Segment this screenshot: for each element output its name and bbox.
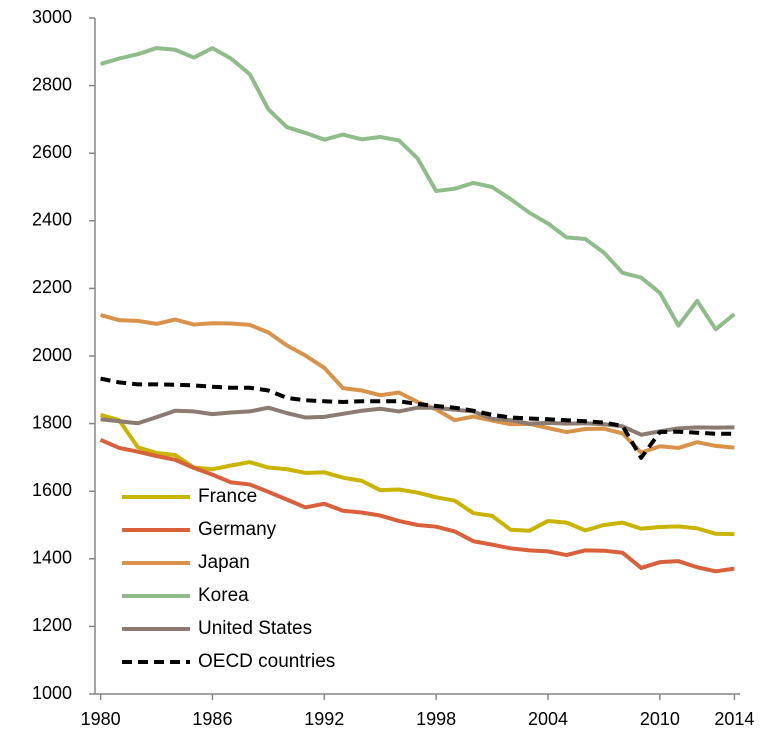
y-tick-label: 1000	[32, 683, 72, 703]
y-tick-label: 2400	[32, 210, 72, 230]
x-tick-label: 1998	[416, 709, 456, 729]
y-tick-label: 1400	[32, 548, 72, 568]
legend-label: France	[198, 486, 257, 507]
legend-label: Japan	[198, 552, 250, 573]
x-tick-label: 2010	[640, 709, 680, 729]
series-line	[100, 46, 736, 332]
x-tick-label: 1992	[304, 709, 344, 729]
y-tick-label: 2600	[32, 142, 72, 162]
y-tick-label: 2000	[32, 345, 72, 365]
y-tick-label: 3000	[32, 7, 72, 27]
legend-label: OECD countries	[198, 651, 335, 672]
y-tick-label: 1800	[32, 412, 72, 432]
y-tick-label: 1200	[32, 615, 72, 635]
series-line	[100, 376, 735, 460]
y-tick-label: 2200	[32, 277, 72, 297]
legend-label: United States	[198, 618, 312, 639]
x-tick-label: 1986	[192, 709, 232, 729]
y-tick-label: 2800	[32, 74, 72, 94]
series-line	[100, 412, 735, 537]
series-line	[100, 405, 735, 437]
x-tick-label: 1980	[81, 709, 121, 729]
legend-label: Germany	[198, 519, 277, 540]
x-tick-label: 2004	[528, 709, 568, 729]
x-tick-label: 2014	[714, 709, 754, 729]
series-line	[100, 313, 735, 455]
series-line	[99, 437, 735, 574]
y-tick-label: 1600	[32, 480, 72, 500]
legend-label: Korea	[198, 585, 249, 606]
